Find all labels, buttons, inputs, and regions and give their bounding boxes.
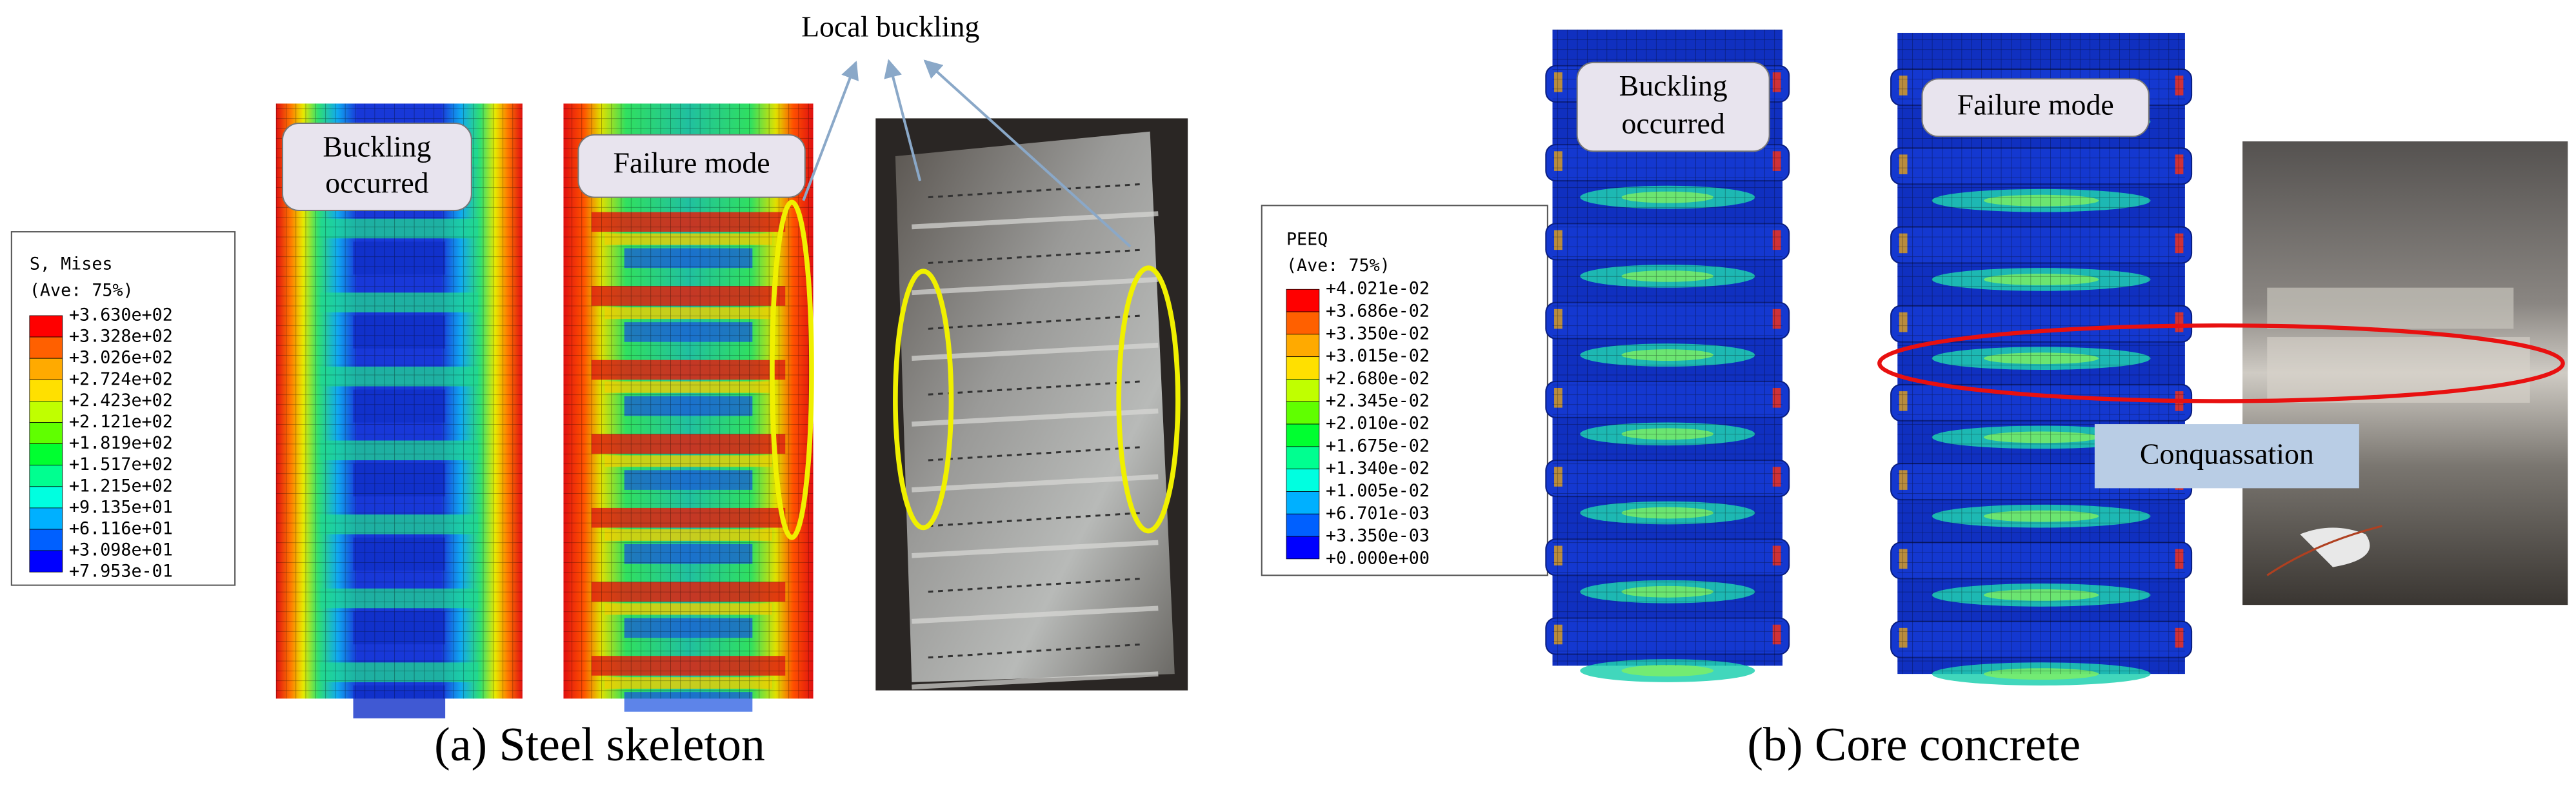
photo-rib (912, 474, 1159, 492)
legend-label: +9.135e+01 (69, 497, 173, 517)
callout-box (2094, 424, 2359, 489)
legend-swatch (1286, 423, 1320, 447)
legend-swatch (29, 443, 63, 466)
legend-swatch (1286, 356, 1320, 380)
photo-line (928, 577, 1142, 593)
callout-box (281, 123, 472, 212)
callout-box (1576, 61, 1770, 152)
callout-box (1921, 78, 2150, 137)
legend-label: +1.819e+02 (69, 433, 173, 453)
legend-label: +1.517e+02 (69, 454, 173, 474)
caption: (a) Steel skeleton (434, 718, 765, 771)
callout-text: Buckling (1619, 69, 1728, 102)
legend-swatch (29, 379, 63, 401)
legend-label: +2.345e-02 (1326, 391, 1430, 411)
highlight-ellipse (1877, 323, 2565, 403)
legend-label: +3.026e+02 (69, 348, 173, 368)
legend-swatch (1286, 469, 1320, 492)
photo-line (928, 512, 1142, 527)
photo-line (928, 183, 1142, 199)
legend-label: +1.340e-02 (1326, 458, 1430, 478)
legend-subtitle: (Ave: 75%) (30, 280, 134, 300)
photo-rib (912, 277, 1159, 296)
legend-title: PEEQ (1286, 229, 1328, 249)
callout-text: Conquassation (2140, 437, 2314, 470)
legend-swatch (29, 401, 63, 423)
legend-swatch (29, 465, 63, 487)
legend-swatch (1286, 334, 1320, 358)
legend-label: +2.121e+02 (69, 412, 173, 432)
callout-text: Failure mode (614, 147, 770, 179)
legend-swatch (1286, 536, 1320, 560)
legend-label: +3.350e-03 (1326, 526, 1430, 546)
photo-rib (912, 211, 1159, 230)
photo (2242, 141, 2568, 605)
legend-swatch (1286, 289, 1320, 312)
legend-label: +4.021e-02 (1326, 279, 1430, 299)
photo-line (928, 249, 1142, 265)
callout-text: occurred (1622, 107, 1725, 140)
legend-swatch (29, 507, 63, 530)
photo-line (928, 380, 1142, 396)
caption: (b) Core concrete (1747, 718, 2081, 771)
photo-line (928, 446, 1142, 462)
legend-swatch (29, 336, 63, 359)
legend-label: +6.701e-03 (1326, 503, 1430, 523)
legend-swatch (29, 486, 63, 509)
legend-swatch (29, 550, 63, 573)
legend: +3.630e+02+3.328e+02+3.026e+02+2.724e+02… (29, 305, 173, 582)
legend: +4.021e-02+3.686e-02+3.350e-02 +3.015e-02… (1286, 279, 1430, 568)
callout-box (577, 134, 806, 198)
legend-label: +3.015e-02 (1326, 346, 1430, 366)
legend-label: +6.116e+01 (69, 519, 173, 539)
photo-rib (912, 671, 1159, 690)
legend-swatch (1286, 379, 1320, 402)
strain-band (1621, 665, 1714, 676)
annotation: Local buckling (801, 10, 979, 43)
legend-swatch (1286, 513, 1320, 537)
legend-label: +2.423e+02 (69, 391, 173, 411)
photo-rib (912, 605, 1159, 624)
callout-text: occurred (325, 166, 428, 199)
legend-swatch (29, 529, 63, 551)
mesh (1897, 32, 2185, 675)
fea-column (563, 103, 814, 712)
legend-label: +1.005e-02 (1326, 481, 1430, 501)
legend-swatch (29, 315, 63, 338)
legend-label: +2.680e-02 (1326, 369, 1430, 389)
arrows (802, 59, 1132, 248)
legend-label: +3.328e+02 (69, 327, 173, 347)
legend-swatch (1286, 311, 1320, 335)
legend-swatch (29, 358, 63, 380)
photo-rib (912, 342, 1159, 361)
legend-label: +3.630e+02 (69, 305, 173, 325)
highlight-ellipses (770, 199, 1181, 540)
legend-label: +2.010e-02 (1326, 414, 1430, 434)
legend-swatch (29, 422, 63, 444)
legend-swatch (1286, 491, 1320, 514)
callout-text: Buckling (323, 130, 431, 163)
photo-line (928, 314, 1142, 330)
fea-column (1890, 32, 2193, 685)
legend-title: S, Mises (30, 254, 113, 274)
legend-label: +2.724e+02 (69, 369, 173, 389)
legend-label: +7.953e-01 (69, 562, 173, 582)
legend-label: +3.686e-02 (1326, 301, 1430, 321)
legend-swatch (1286, 401, 1320, 425)
legend-label: +1.215e+02 (69, 476, 173, 496)
legend-subtitle: (Ave: 75%) (1286, 256, 1390, 276)
callout-text: Failure mode (1957, 88, 2114, 121)
photo-rib (912, 540, 1159, 558)
legend-label: +1.675e-02 (1326, 436, 1430, 456)
legend-label: +3.350e-02 (1326, 323, 1430, 343)
legend-label: +0.000e+00 (1326, 548, 1430, 568)
legend-swatch (1286, 446, 1320, 470)
photo-line (928, 643, 1142, 659)
legend-label: +3.098e+01 (69, 540, 173, 560)
photo (875, 118, 1188, 691)
